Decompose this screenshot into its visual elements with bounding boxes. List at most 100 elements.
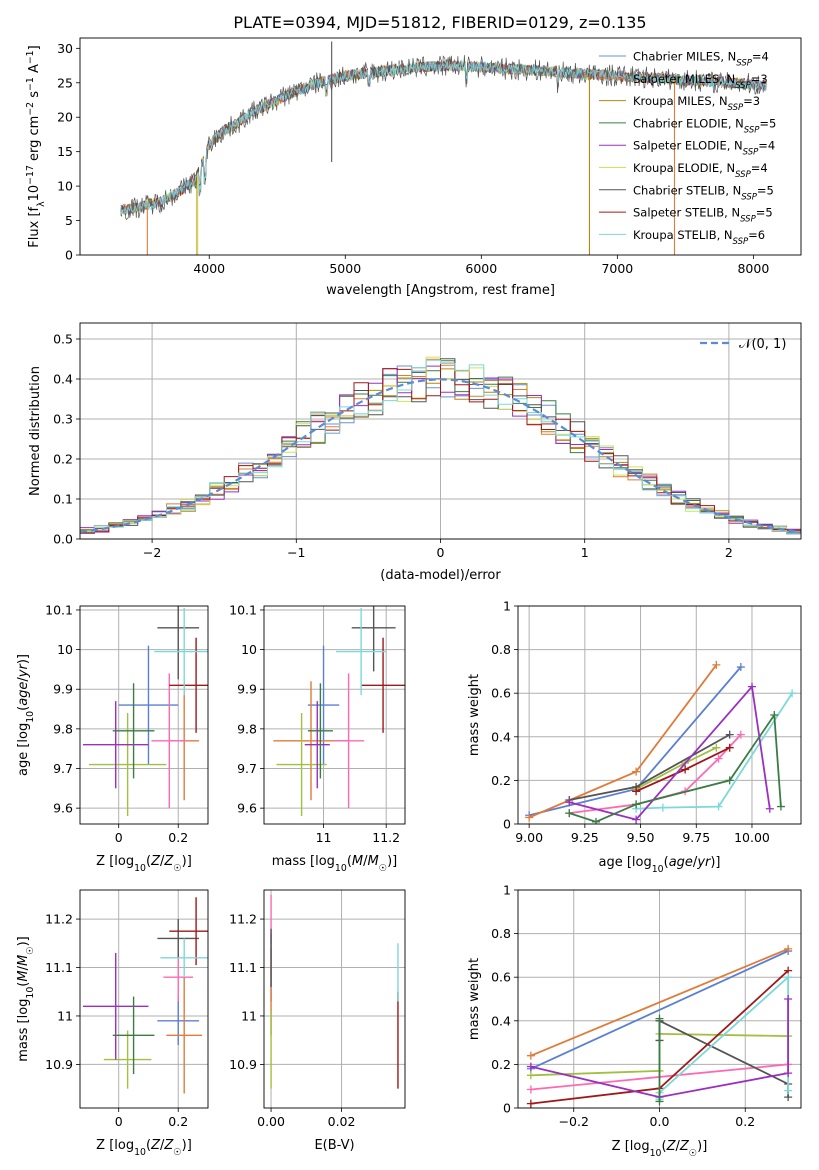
axes-frame xyxy=(517,889,802,1109)
x-tick-label: 1 xyxy=(581,545,589,560)
y-tick-label: 1 xyxy=(503,599,511,614)
y-tick-label: 0 xyxy=(503,817,511,832)
legend-label: Kroupa MILES, NSSP=3 xyxy=(633,94,760,113)
y-tick-label: 0.3 xyxy=(53,412,73,427)
y-tick-label: 25 xyxy=(57,75,73,90)
x-tick-label: 0.2 xyxy=(735,1114,755,1129)
ticks: 4000 5000 6000 7000 8000 0 5 10 15 20 25 30 xyxy=(57,41,769,276)
legend-label: Salpeter STELIB, NSSP=5 xyxy=(633,206,773,225)
series-marker xyxy=(784,995,793,1003)
axes-frame xyxy=(263,605,406,825)
x-tick-label: 8000 xyxy=(737,261,769,276)
plot-area xyxy=(82,606,208,817)
series-marker xyxy=(658,803,667,812)
y-tick-label: 0.2 xyxy=(491,773,511,788)
legend-label: Chabrier MILES, NSSP=4 xyxy=(633,50,769,69)
axes-frame xyxy=(263,889,406,1109)
series-marker xyxy=(784,944,793,953)
x-axis-label: Z [log10(Z/Z☉)] xyxy=(96,1138,192,1158)
x-axis-label: wavelength [Angstrom, rest frame] xyxy=(326,283,555,298)
x-tick-label: 7000 xyxy=(601,261,633,276)
x-tick-label: 0.0 xyxy=(650,1114,670,1129)
y-tick-label: 0.4 xyxy=(53,372,73,387)
x-tick-label: −0.2 xyxy=(559,1114,589,1129)
axes-frame xyxy=(79,605,209,825)
ticks: 0.00 0.02 10.9 11 11.1 11.2 xyxy=(229,912,355,1129)
series-marker xyxy=(788,689,797,698)
series-marker xyxy=(565,809,574,818)
y-tick-label: 10 xyxy=(57,642,73,657)
series-marker xyxy=(714,802,723,811)
series-marker xyxy=(784,973,793,982)
series-marker xyxy=(725,776,734,785)
y-tick-label: 1 xyxy=(503,883,511,898)
gridlines xyxy=(264,890,405,1108)
plot-area xyxy=(526,944,793,1108)
y-tick-label: 9.7 xyxy=(53,761,73,776)
y-tick-label: 15 xyxy=(57,144,73,159)
y-tick-label: 0.2 xyxy=(53,452,73,467)
x-tick-label: 9.00 xyxy=(515,830,543,845)
ticks: 0 0.2 10.9 11 11.1 11.2 xyxy=(45,912,188,1129)
y-tick-label: 10.9 xyxy=(45,1057,73,1072)
axes-frame xyxy=(79,889,209,1109)
panel-weights_vs_age: 9.00 9.25 9.50 9.75 10.00 0 0.2 0.4 0.6 0.8 1 age [… xyxy=(467,599,802,875)
legend-label: Kroupa ELODIE, NSSP=4 xyxy=(633,161,768,180)
series-line xyxy=(635,746,717,790)
x-tick-label: 10.00 xyxy=(734,830,770,845)
legend-label: Chabrier STELIB, NSSP=5 xyxy=(633,183,774,202)
series-marker xyxy=(784,1069,793,1078)
series-marker xyxy=(526,1071,535,1080)
y-tick-label: 10.1 xyxy=(45,602,73,617)
x-axis-label: mass [log10(M/M☉)] xyxy=(272,854,398,874)
x-tick-label: 0 xyxy=(115,1114,123,1129)
panel-age_vs_Z: 0 0.2 9.6 9.7 9.8 9.9 10 10.1 Z [log10(Z/Z☉)] age… xyxy=(16,602,209,874)
legend-label: Chabrier ELODIE, NSSP=5 xyxy=(633,116,776,135)
x-tick-label: 6000 xyxy=(465,261,497,276)
plot-area xyxy=(120,41,767,255)
legend-label: 𝒩(0, 1) xyxy=(739,337,786,352)
y-tick-label: 11.1 xyxy=(229,960,257,975)
y-tick-label: 0.4 xyxy=(491,729,511,744)
plot-area xyxy=(525,660,797,824)
axes-frame xyxy=(79,37,802,256)
x-axis-label: Z [log10(Z/Z☉)] xyxy=(96,854,192,874)
y-axis-label: age [log10(age/yr)] xyxy=(16,654,36,776)
y-tick-label: 9.8 xyxy=(237,721,257,736)
panel-age_vs_mass: 11 11.2 9.6 9.7 9.8 9.9 10 10.1 mass [log10(M/M☉… xyxy=(229,602,406,874)
x-tick-label: −2 xyxy=(143,545,161,560)
series-marker xyxy=(714,754,723,763)
series-line xyxy=(528,666,742,817)
panel-residuals: −2 −1 0 1 2 0.0 0.1 0.2 0.3 0.4 0.5 𝒩(0, 1) (data-mo… xyxy=(28,322,802,583)
panel-mass_vs_ebv: 0.00 0.02 10.9 11 11.1 11.2 xyxy=(229,889,406,1129)
y-tick-label: 9.9 xyxy=(53,682,73,697)
x-axis-label: (data-model)/error xyxy=(380,568,501,583)
series-marker xyxy=(725,730,734,739)
x-tick-label: 11.2 xyxy=(372,830,400,845)
series-marker xyxy=(526,1062,535,1071)
x-tick-label: 11 xyxy=(316,830,332,845)
series-marker xyxy=(736,663,745,672)
y-tick-label: 0.6 xyxy=(491,970,511,985)
axes-frame xyxy=(517,605,802,825)
x-tick-label: 9.25 xyxy=(571,830,599,845)
series-marker xyxy=(655,1014,664,1023)
figure-title: PLATE=0394, MJD=51812, FIBERID=0129, z=0… xyxy=(233,13,646,32)
series-marker xyxy=(632,800,641,809)
ticks: 0 0.2 9.6 9.7 9.8 9.9 10 10.1 xyxy=(45,602,188,845)
y-tick-label: 11.2 xyxy=(45,912,73,927)
gridlines xyxy=(264,606,405,824)
y-tick-label: 9.8 xyxy=(53,721,73,736)
series-marker xyxy=(655,1097,664,1106)
series-line xyxy=(528,664,718,819)
y-axis-label: mass weight xyxy=(467,674,482,756)
spectrum-series-line xyxy=(120,59,767,215)
y-tick-label: 20 xyxy=(57,110,73,125)
series-marker xyxy=(770,711,779,719)
y-tick-label: 0.8 xyxy=(491,642,511,657)
x-tick-label: 2 xyxy=(725,545,733,560)
series-marker xyxy=(747,682,756,691)
y-tick-label: 11.1 xyxy=(45,960,73,975)
y-tick-label: 11.2 xyxy=(229,912,257,927)
